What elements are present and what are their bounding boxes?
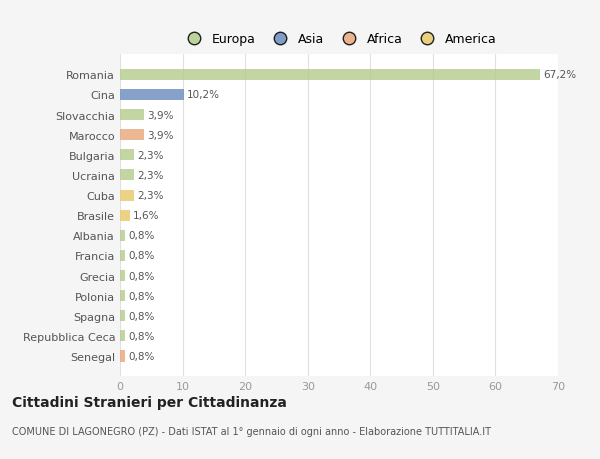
Text: 0,8%: 0,8% (128, 331, 155, 341)
Text: 3,9%: 3,9% (148, 130, 174, 140)
Text: 10,2%: 10,2% (187, 90, 220, 100)
Text: COMUNE DI LAGONEGRO (PZ) - Dati ISTAT al 1° gennaio di ogni anno - Elaborazione : COMUNE DI LAGONEGRO (PZ) - Dati ISTAT al… (12, 426, 491, 436)
Text: 2,3%: 2,3% (137, 151, 164, 161)
Bar (120, 270, 125, 281)
Bar (120, 110, 145, 121)
Text: 0,8%: 0,8% (128, 251, 155, 261)
Text: 0,8%: 0,8% (128, 351, 155, 361)
Bar (120, 330, 125, 341)
Text: 0,8%: 0,8% (128, 291, 155, 301)
Text: 2,3%: 2,3% (137, 190, 164, 201)
Bar (120, 130, 145, 141)
Bar (120, 90, 184, 101)
Bar (120, 210, 130, 221)
Text: 67,2%: 67,2% (544, 70, 577, 80)
Text: 3,9%: 3,9% (148, 110, 174, 120)
Bar (120, 190, 134, 201)
Bar (120, 291, 125, 302)
Text: 0,8%: 0,8% (128, 231, 155, 241)
Bar (120, 250, 125, 262)
Bar (120, 351, 125, 362)
Bar (120, 230, 125, 241)
Bar (120, 170, 134, 181)
Bar (120, 70, 541, 81)
Bar (120, 311, 125, 322)
Bar (120, 150, 134, 161)
Text: 0,8%: 0,8% (128, 271, 155, 281)
Text: Cittadini Stranieri per Cittadinanza: Cittadini Stranieri per Cittadinanza (12, 395, 287, 409)
Text: 2,3%: 2,3% (137, 171, 164, 180)
Text: 0,8%: 0,8% (128, 311, 155, 321)
Legend: Europa, Asia, Africa, America: Europa, Asia, Africa, America (178, 29, 500, 50)
Text: 1,6%: 1,6% (133, 211, 160, 221)
